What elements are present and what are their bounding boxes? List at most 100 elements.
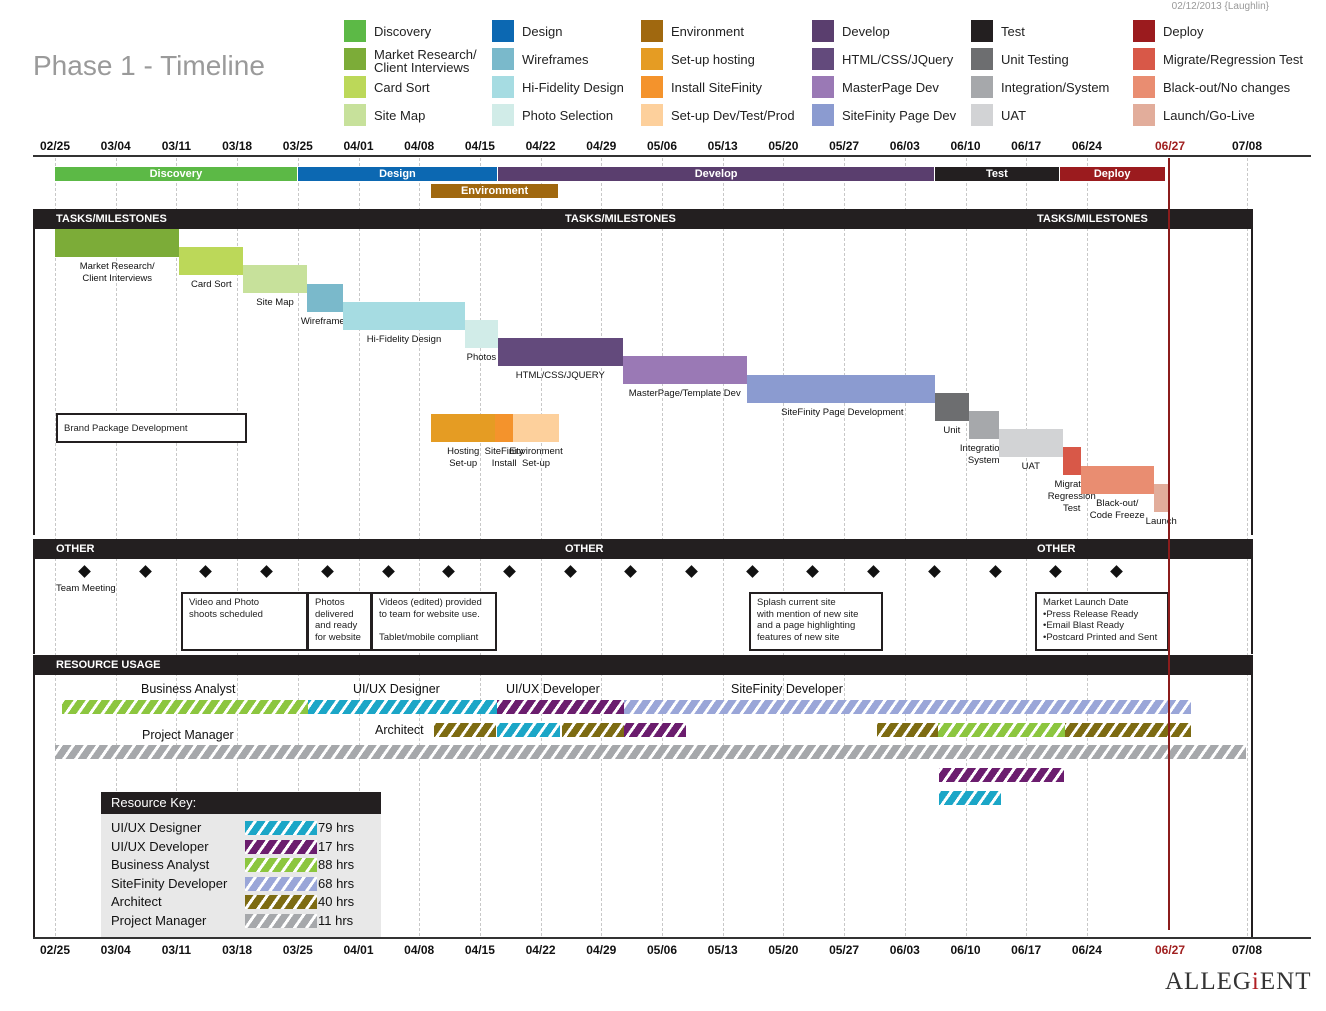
resource-label-ba: Business Analyst — [141, 682, 236, 696]
task-label: SiteFinity Install — [484, 446, 524, 469]
date-tick-label: 05/06 — [646, 139, 678, 153]
date-tick-label: 04/29 — [586, 139, 617, 153]
legend-label: Set-up hosting — [671, 52, 755, 67]
legend-label: Deploy — [1163, 24, 1204, 39]
resource-key-hours: 79 hrs — [318, 820, 355, 835]
team-meeting-label: Team Meeting — [56, 583, 116, 594]
phase-bar: Test — [935, 167, 1059, 181]
resource-key-swatch — [245, 858, 317, 873]
resource-bar — [562, 723, 624, 737]
legend-label: Install SiteFinity — [671, 80, 763, 95]
legend-label: Discovery — [374, 24, 432, 39]
task-label: Integration/ System — [959, 443, 1008, 466]
resource-key-label: UI/UX Designer — [111, 820, 202, 835]
date-tick-label: 06/17 — [1011, 139, 1042, 153]
date-tick-label: 06/24 — [1071, 139, 1102, 153]
legend-swatch — [641, 20, 663, 42]
legend-swatch — [344, 20, 366, 42]
legend-swatch — [971, 20, 993, 42]
phase-bar: Design — [297, 167, 498, 181]
legend-label: Set-up Dev/Test/Prod — [671, 108, 795, 123]
legend-swatch — [641, 76, 663, 98]
resource-key-hours: 17 hrs — [318, 838, 355, 854]
task-bar — [968, 411, 999, 439]
resource-bar — [497, 723, 560, 737]
legend-label: Test — [1001, 24, 1025, 39]
date-tick-label: 02/25 — [39, 139, 71, 153]
task-bar — [306, 283, 344, 312]
launch-date-line — [1168, 158, 1170, 930]
task-bar — [431, 414, 496, 442]
task-bar — [179, 247, 244, 276]
legend-swatch — [344, 104, 366, 126]
date-tick-label: 06/27 — [1154, 943, 1186, 957]
resource-label-sitefinity: SiteFinity Developer — [731, 682, 843, 696]
task-bar — [495, 414, 514, 442]
task-bar — [498, 338, 623, 367]
legend-label: Hi-Fidelity Design — [522, 80, 624, 95]
task-bar — [1153, 483, 1169, 512]
date-tick-label: 03/04 — [100, 139, 131, 153]
allegient-logo: ALLEGiENT — [1165, 968, 1312, 995]
resource-key-hours: 88 hrs — [318, 857, 355, 873]
date-tick-label: 04/08 — [404, 139, 435, 153]
resource-bar — [939, 791, 1001, 805]
phase-bar: Develop — [498, 167, 935, 181]
resource-key-title: Resource Key: — [101, 792, 381, 814]
task-label: Wireframes — [300, 315, 350, 327]
task-label: UAT — [1021, 461, 1040, 473]
legend-label: SiteFinity Page Dev — [842, 108, 957, 123]
date-tick-label: 06/17 — [1011, 943, 1042, 957]
resource-bar — [624, 700, 1191, 714]
task-bar — [513, 414, 559, 442]
legend-swatch — [812, 20, 834, 42]
date-tick-label: 06/10 — [950, 943, 981, 957]
legend-swatch — [344, 48, 366, 70]
resource-key-label: SiteFinity Developer — [111, 875, 228, 891]
date-tick-label: 04/08 — [404, 943, 435, 957]
resource-key-swatch — [245, 839, 317, 854]
legend-label: Card Sort — [374, 80, 430, 95]
legend-label: Site Map — [374, 108, 426, 123]
legend-label: Black-out/No changes — [1163, 80, 1291, 95]
phase-bar: Deploy — [1059, 167, 1165, 181]
task-label: Black-out/ Code Freeze — [1089, 497, 1145, 521]
resource-bar — [624, 723, 686, 737]
task-label: Site Map — [256, 297, 294, 309]
other-header: OTHER OTHER OTHER — [33, 539, 1253, 559]
resource-key-swatch — [245, 895, 317, 910]
resource-bar — [497, 700, 624, 714]
resource-key-label: UI/UX Developer — [111, 838, 209, 854]
resource-header: RESOURCE USAGE — [33, 655, 1253, 675]
task-label: Market Research/ Client Interviews — [79, 261, 155, 284]
legend-swatch — [492, 20, 514, 42]
resource-key — [101, 792, 381, 937]
date-tick-label: 07/08 — [1231, 943, 1263, 957]
task-label: HTML/CSS/JQUERY — [515, 370, 605, 382]
legend-swatch — [971, 48, 993, 70]
legend-swatch — [344, 76, 366, 98]
task-bar — [243, 265, 307, 294]
task-bar — [1062, 447, 1081, 476]
date-tick-label: 04/15 — [464, 943, 495, 957]
task-label: MasterPage/Template Dev — [628, 388, 741, 400]
other-panel — [33, 559, 1253, 654]
task-bar — [464, 320, 499, 348]
task-label: Card Sort — [190, 279, 232, 291]
date-tick-label: 03/04 — [100, 943, 131, 957]
legend-swatch — [1133, 48, 1155, 70]
resource-label-pm: Project Manager — [142, 728, 234, 742]
legend-swatch — [492, 48, 514, 70]
note-videos-provided: Videos (edited) provided to team for web… — [371, 592, 497, 651]
date-tick-label: 02/25 — [39, 943, 71, 957]
resource-bar — [877, 723, 938, 737]
resource-bar — [939, 768, 1064, 782]
page-title: Phase 1 - Timeline — [33, 50, 265, 81]
task-label: Launch — [1145, 515, 1177, 527]
legend-label: Launch/Go-Live — [1163, 108, 1255, 123]
task-bar — [55, 229, 180, 257]
date-tick-label: 04/15 — [464, 139, 495, 153]
task-label: Hosting Set-up — [447, 446, 480, 469]
resource-label-uiux-designer: UI/UX Designer — [353, 682, 440, 696]
tasks-panel — [33, 229, 1253, 535]
